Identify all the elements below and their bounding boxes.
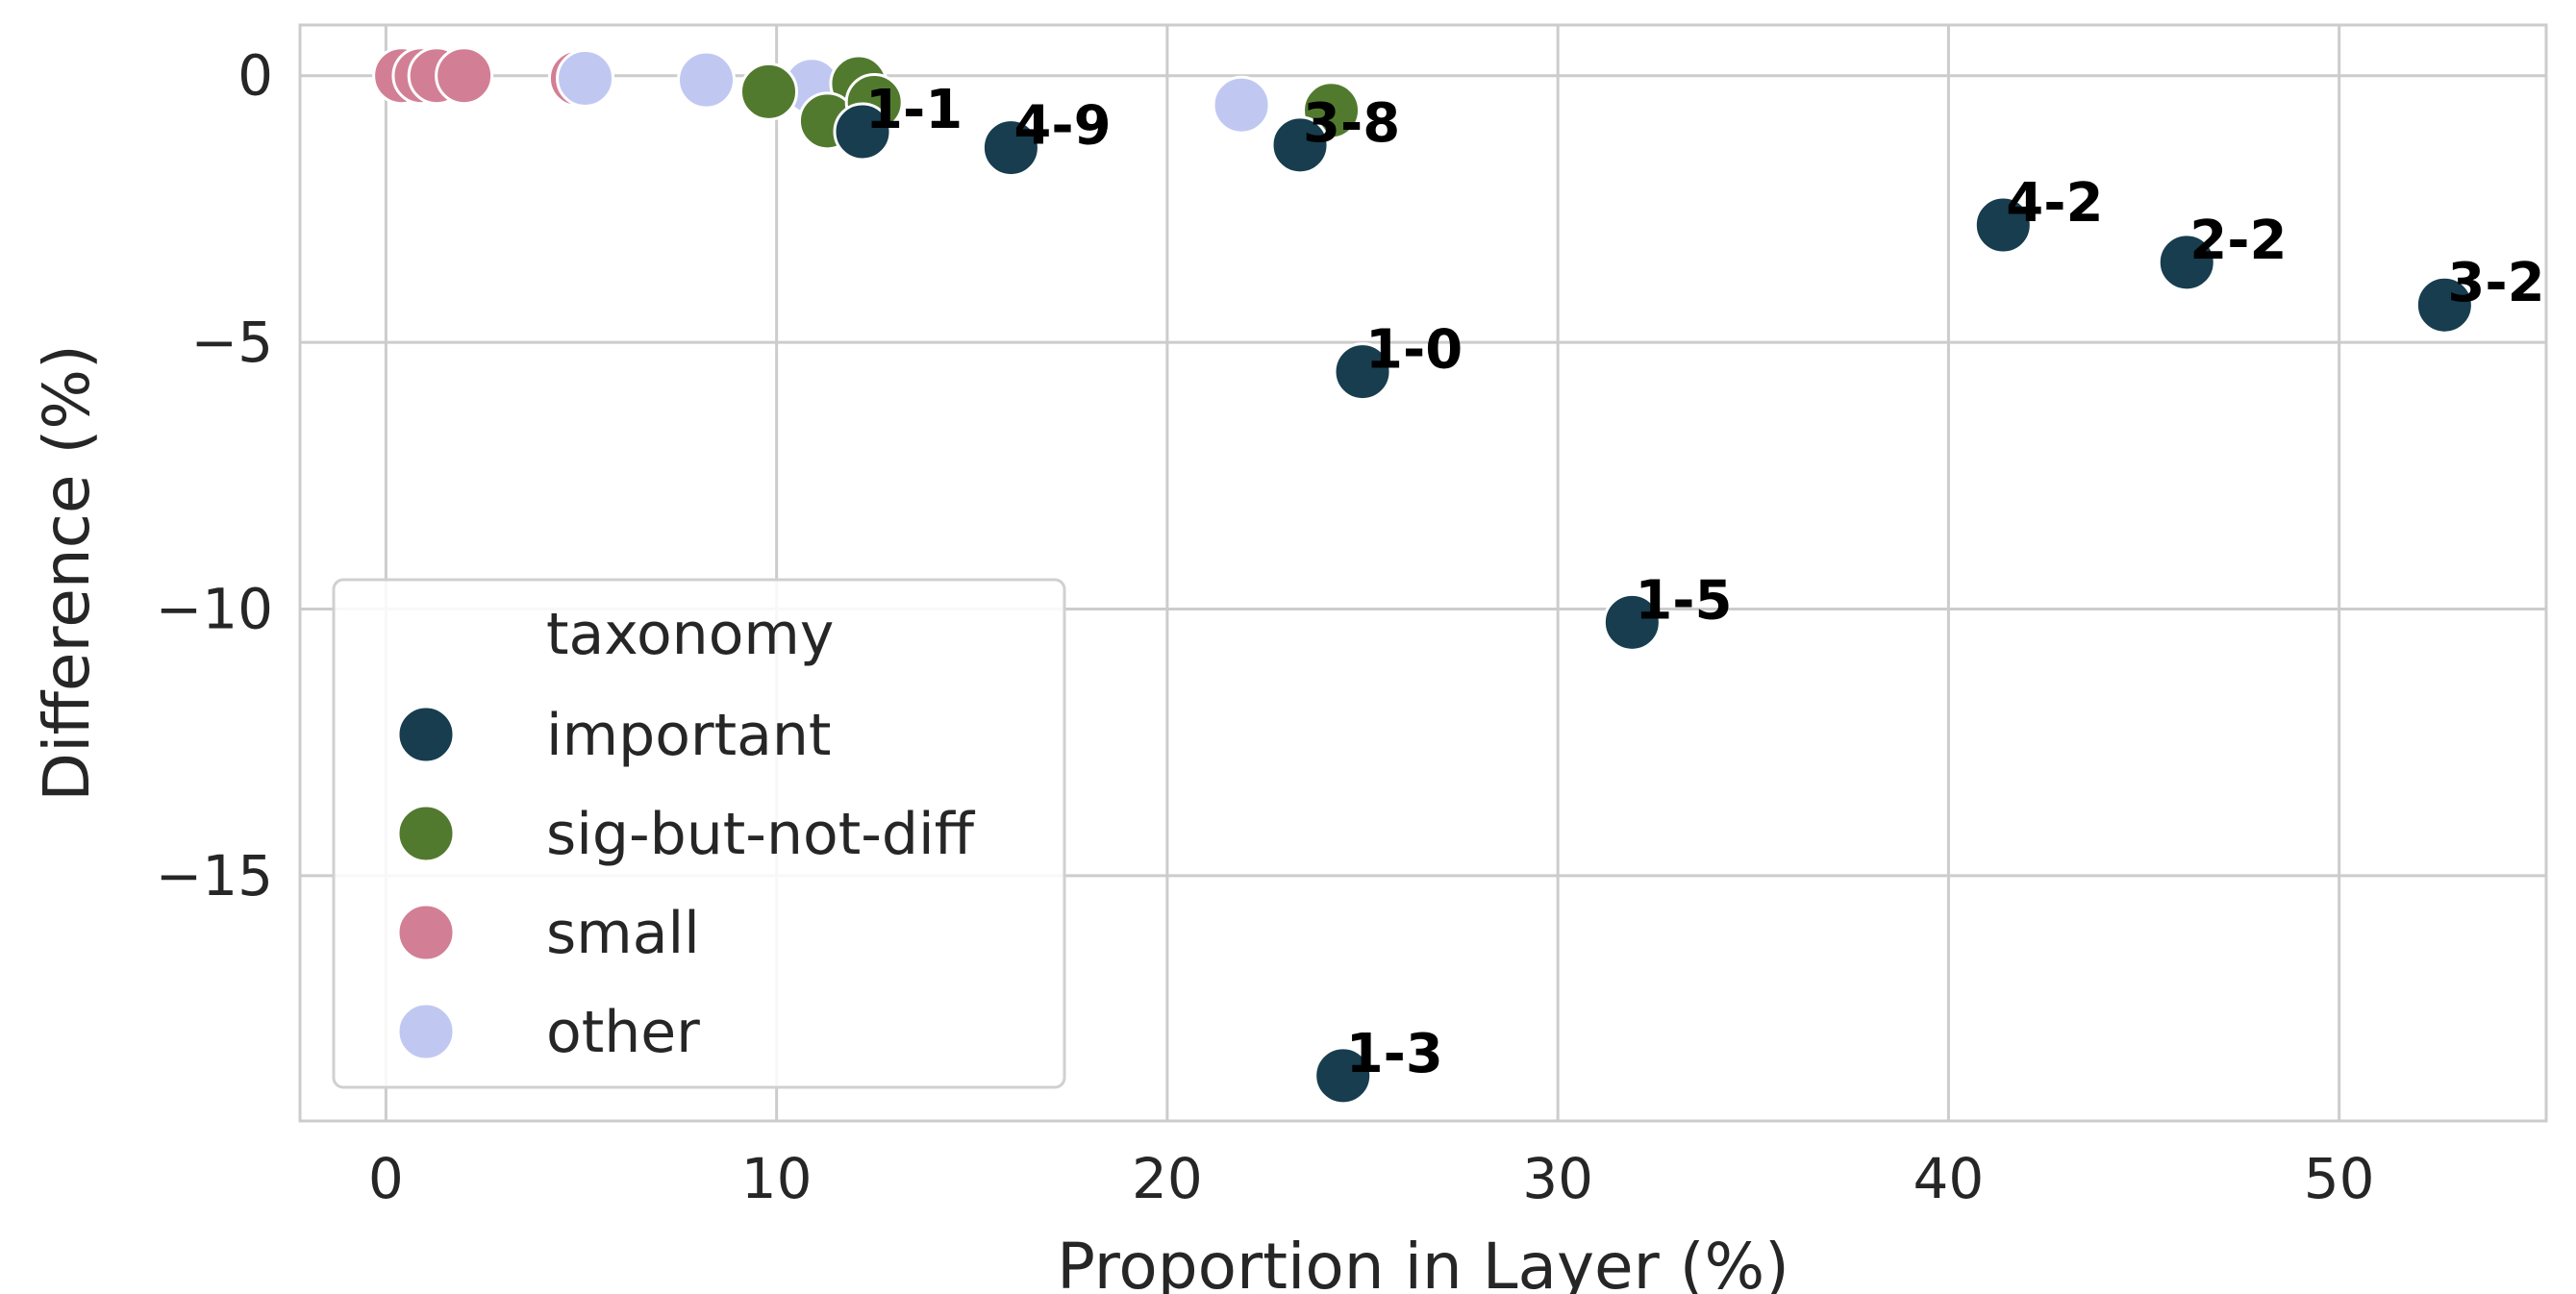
x-tick-label: 20 [1132, 1146, 1203, 1211]
data-points [372, 46, 2474, 1106]
legend-entries: important sig-but-not-diff small other [396, 702, 976, 1066]
point-important [833, 102, 892, 162]
legend-label-small: small [546, 900, 700, 967]
point-labels: 1-1 4-9 3-8 1-0 1-5 1-3 4-2 2-2 3-2 [865, 79, 2545, 1085]
point-important [1973, 195, 2033, 255]
x-tick-label: 50 [2304, 1146, 2375, 1211]
legend-title: taxonomy [546, 601, 834, 668]
y-axis-label: Difference (%) [30, 344, 104, 801]
point-important [1602, 592, 1662, 652]
y-tick-label: 0 [238, 43, 273, 109]
point-other [556, 48, 615, 108]
legend-marker-small [396, 903, 456, 962]
y-tick-label: −5 [191, 310, 274, 375]
legend-label-sig-but-not-diff: sig-but-not-diff [546, 801, 976, 868]
point-other [1212, 75, 1271, 135]
x-tick-label: 10 [741, 1146, 813, 1211]
legend-marker-important [396, 705, 456, 764]
y-tick-label: −15 [156, 843, 273, 908]
point-important [1270, 115, 1330, 175]
x-tick-label: 30 [1522, 1146, 1593, 1211]
point-label-3-2: 3-2 [2447, 252, 2544, 314]
point-important [981, 118, 1040, 178]
point-label-2-2: 2-2 [2189, 210, 2287, 272]
y-tick-label: −10 [156, 576, 273, 641]
point-important [2157, 233, 2216, 292]
legend-label-other: other [546, 999, 700, 1066]
x-axis-label: Proportion in Layer (%) [1057, 1230, 1789, 1294]
point-label-4-2: 4-2 [2006, 172, 2103, 235]
point-important [1333, 342, 1392, 402]
x-axis-ticks: 0 10 20 30 40 50 [368, 1146, 2375, 1211]
point-label-1-3: 1-3 [1346, 1023, 1443, 1085]
legend-box [332, 578, 1066, 1089]
legend-marker-other [396, 1002, 456, 1061]
legend: taxonomy important sig-but-not-diff small o… [332, 578, 1066, 1089]
point-other [677, 50, 737, 110]
point-important [2414, 275, 2474, 335]
point-small [435, 46, 494, 106]
point-label-1-5: 1-5 [1635, 569, 1732, 632]
point-important [1313, 1046, 1373, 1106]
point-label-1-0: 1-0 [1365, 319, 1463, 382]
point-label-3-8: 3-8 [1303, 92, 1400, 155]
point-label-1-1: 1-1 [865, 79, 963, 141]
point-label-4-9: 4-9 [1013, 95, 1111, 158]
x-tick-label: 40 [1913, 1146, 1985, 1211]
point-sig-but-not-diff [739, 62, 799, 121]
legend-marker-sig-but-not-diff [396, 804, 456, 863]
y-axis-ticks: 0 −5 −10 −15 [156, 43, 273, 908]
plot-frame [298, 23, 2548, 1123]
legend-label-important: important [546, 702, 831, 769]
x-tick-label: 0 [368, 1146, 404, 1211]
